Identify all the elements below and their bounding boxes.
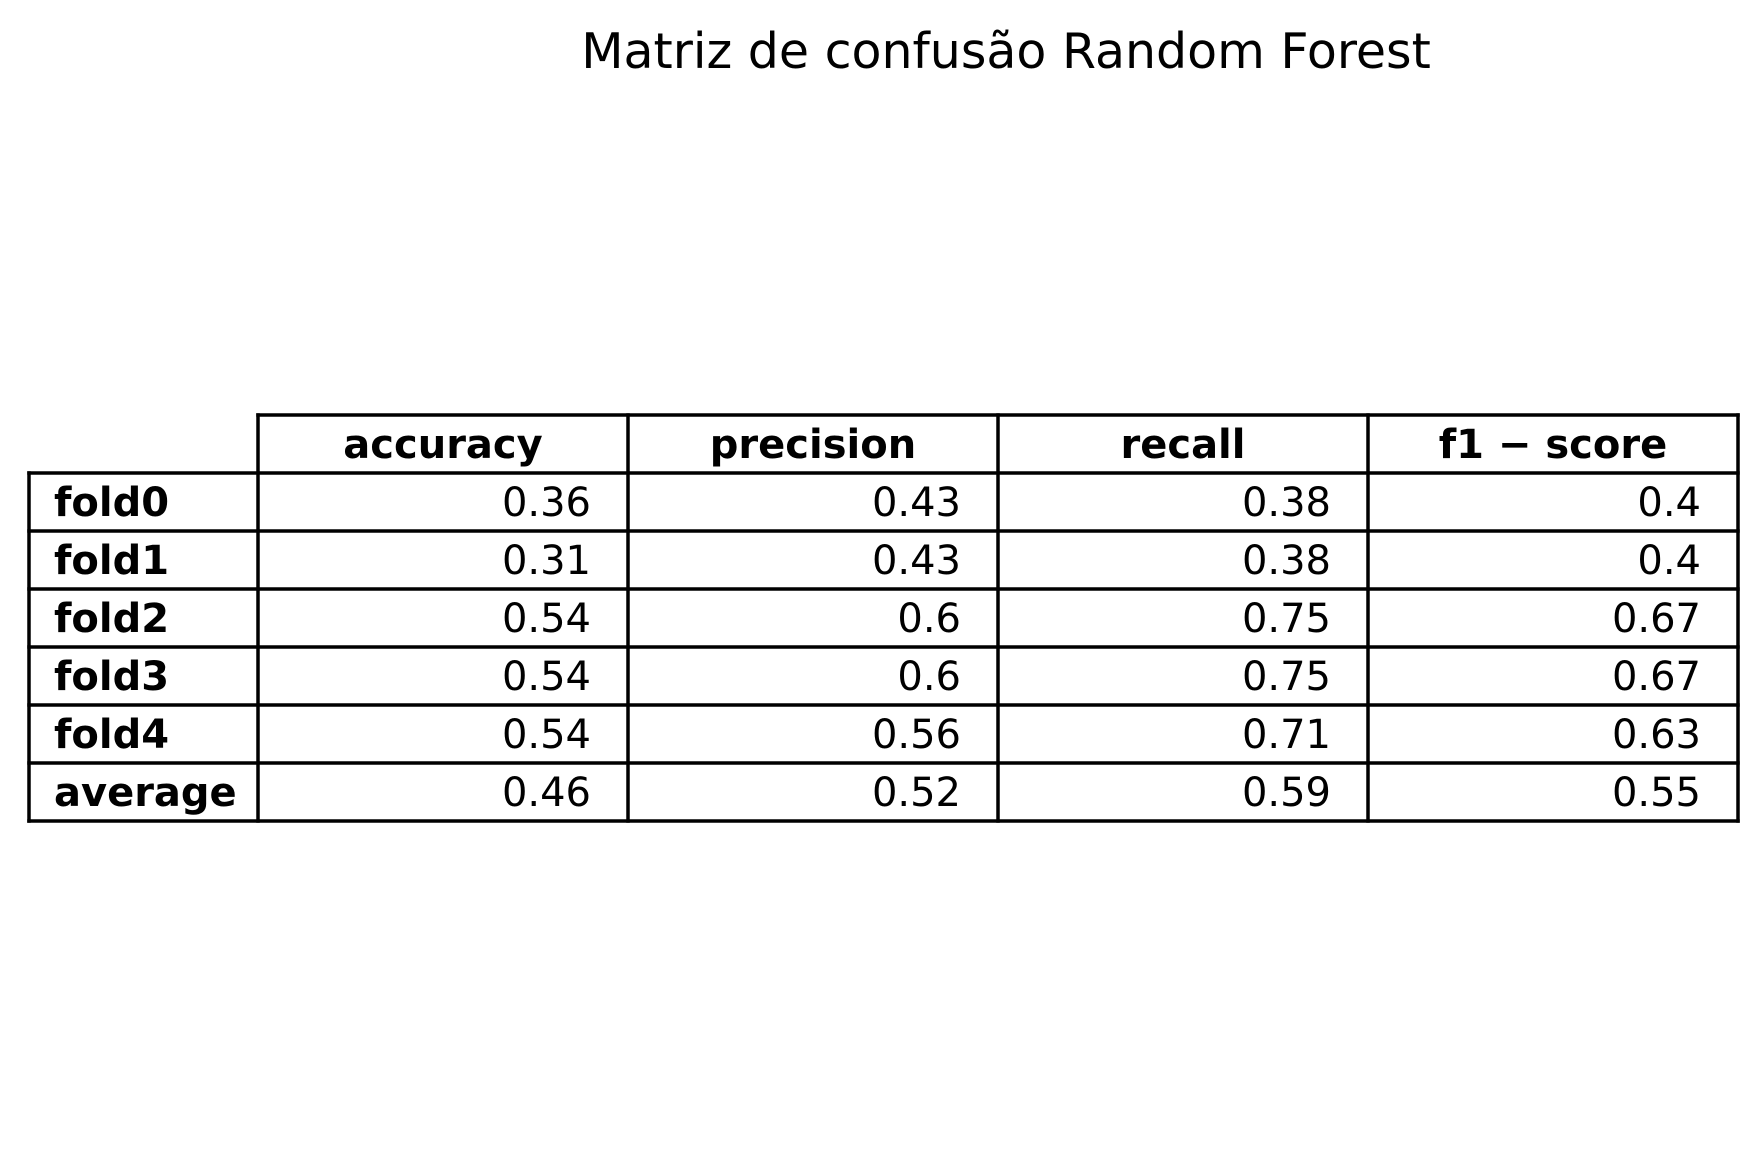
table-cell-value: 0.56 xyxy=(872,712,961,758)
table-column-header: precision xyxy=(710,422,916,468)
table-cell-value: 0.43 xyxy=(872,538,961,584)
table-row-label: average xyxy=(54,770,237,816)
table-row-label: fold2 xyxy=(54,596,169,642)
table-column-header: accuracy xyxy=(343,422,542,468)
table-cell-value: 0.54 xyxy=(502,654,591,700)
table-cell-value: 0.75 xyxy=(1242,654,1331,700)
table-cell-value: 0.59 xyxy=(1242,770,1331,816)
table-cell-value: 0.4 xyxy=(1637,538,1701,584)
chart-title: Matriz de confusão Random Forest xyxy=(581,23,1431,80)
table-cell-value: 0.4 xyxy=(1637,480,1701,526)
table-cell-value: 0.52 xyxy=(872,770,961,816)
table-cell-value: 0.43 xyxy=(872,480,961,526)
table-row-label: fold0 xyxy=(54,480,169,526)
table-row-label: fold4 xyxy=(54,712,169,758)
table-cell-value: 0.67 xyxy=(1612,596,1701,642)
table-cell-value: 0.6 xyxy=(897,596,961,642)
table-cell-value: 0.55 xyxy=(1612,770,1701,816)
table-cell-value: 0.31 xyxy=(502,538,591,584)
table-row-label: fold3 xyxy=(54,654,169,700)
table-cell-value: 0.6 xyxy=(897,654,961,700)
table-cell-value: 0.46 xyxy=(502,770,591,816)
table-cell-value: 0.54 xyxy=(502,596,591,642)
table-row-label: fold1 xyxy=(54,538,169,584)
table-column-header: recall xyxy=(1121,422,1246,468)
table-cell-value: 0.38 xyxy=(1242,538,1331,584)
table-cell-value: 0.38 xyxy=(1242,480,1331,526)
table-cell-value: 0.63 xyxy=(1612,712,1701,758)
table-column-header: f1 − score xyxy=(1439,422,1667,468)
table-cell-value: 0.75 xyxy=(1242,596,1331,642)
table-cell-value: 0.36 xyxy=(502,480,591,526)
table-cell-value: 0.67 xyxy=(1612,654,1701,700)
table-cell-value: 0.54 xyxy=(502,712,591,758)
table-cell-value: 0.71 xyxy=(1242,712,1331,758)
